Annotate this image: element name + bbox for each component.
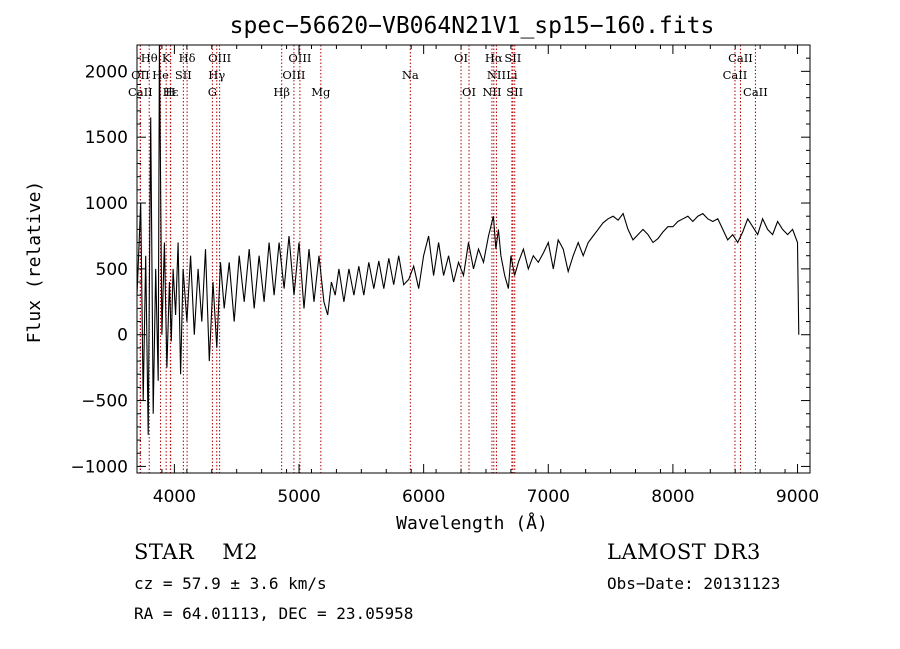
marker-label: Mg [311, 85, 331, 99]
marker-label: SII [504, 51, 521, 65]
y-tick-label: 0 [117, 326, 128, 346]
marker-label: CaII [128, 85, 153, 99]
x-axis: 4000 5000 6000 7000 8000 9000 [136, 45, 819, 507]
marker-label: CaII [723, 68, 748, 82]
redshift-text: cz = 57.9 ± 3.6 km/s [134, 574, 327, 593]
marker-label: G [208, 85, 217, 99]
marker-label: OIII [208, 51, 231, 65]
x-axis-label: Wavelength (Å) [396, 512, 548, 534]
y-tick-label: 1500 [85, 128, 128, 148]
marker-label: NII [487, 68, 506, 82]
y-tick-label: 500 [96, 260, 128, 280]
y-tick-label: 1000 [85, 194, 128, 214]
marker-label: Li [506, 68, 518, 82]
marker-label: OII [131, 68, 150, 82]
x-tick-label: 7000 [527, 487, 570, 507]
x-tick-label: 6000 [402, 487, 445, 507]
marker-label: Hε [163, 85, 179, 99]
marker-label: He [152, 68, 169, 82]
marker-label: Hα [485, 51, 503, 65]
marker-label: SII [506, 85, 523, 99]
coordinates: RA = 64.01113, DEC = 23.05958 [134, 604, 414, 623]
marker-label: OIII [282, 68, 305, 82]
y-axis-label: Flux (relative) [24, 181, 45, 344]
marker-label: SII [175, 68, 192, 82]
object-class: STAR [134, 540, 195, 564]
object-subclass: M2 [222, 540, 259, 564]
y-tick-label: −500 [81, 392, 128, 412]
marker-label: K [162, 51, 171, 65]
y-tick-label: 2000 [85, 62, 128, 82]
survey-name: LAMOST DR3 [607, 540, 761, 564]
spectrum-series [136, 44, 800, 435]
marker-label: Hθ [141, 51, 158, 65]
x-tick-label: 4000 [153, 487, 196, 507]
class-line: STAR M2 [134, 540, 258, 564]
obs-date: Obs−Date: 20131123 [607, 574, 781, 593]
y-axis: −1000 −500 0 500 1000 1500 2000 [70, 44, 810, 477]
x-tick-label: 8000 [651, 487, 694, 507]
marker-label: Hγ [208, 68, 225, 82]
marker-label: CaII [728, 51, 753, 65]
marker-label: OI [454, 51, 468, 65]
plot-frame [136, 44, 811, 474]
marker-label: OI [462, 85, 476, 99]
marker-label: H [165, 85, 175, 99]
marker-label: CaII [743, 85, 768, 99]
chart-title: spec−56620−VB064N21V1_sp15−160.fits [230, 13, 715, 39]
y-tick-label: −1000 [70, 457, 128, 477]
marker-label: OIII [288, 51, 311, 65]
marker-label: Hβ [273, 85, 290, 99]
x-tick-label: 5000 [277, 487, 320, 507]
marker-label: Hδ [179, 51, 196, 65]
marker-label: Na [402, 68, 419, 82]
x-tick-label: 9000 [776, 487, 819, 507]
marker-label: NII [482, 85, 501, 99]
